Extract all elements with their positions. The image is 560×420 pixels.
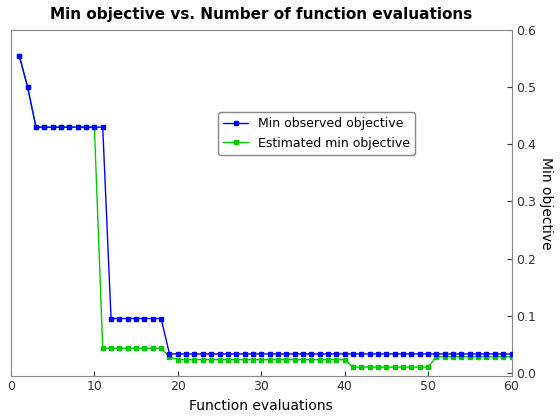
Min observed objective (99, 125, 106, 130)
Estimated min objective (158, 346, 165, 351)
Y-axis label: Min objective: Min objective (539, 157, 553, 249)
Min observed objective (16, 53, 22, 58)
X-axis label: Function evaluations: Function evaluations (189, 399, 333, 413)
Min observed objective (333, 352, 340, 357)
Min observed objective (183, 352, 189, 357)
Min observed objective (158, 316, 165, 321)
Estimated min objective (16, 53, 22, 58)
Min observed objective (141, 316, 148, 321)
Estimated min objective (99, 346, 106, 351)
Estimated min objective (175, 357, 181, 362)
Title: Min objective vs. Number of function evaluations: Min objective vs. Number of function eva… (50, 7, 473, 22)
Legend: Min observed objective, Estimated min objective: Min observed objective, Estimated min ob… (218, 112, 415, 155)
Estimated min objective (183, 357, 189, 362)
Line: Min observed objective: Min observed objective (17, 54, 514, 356)
Min observed objective (508, 352, 515, 357)
Estimated min objective (508, 354, 515, 359)
Line: Estimated min objective: Estimated min objective (17, 54, 514, 369)
Estimated min objective (325, 357, 332, 362)
Estimated min objective (349, 365, 356, 370)
Min observed objective (166, 352, 173, 357)
Min observed objective (191, 352, 198, 357)
Estimated min objective (141, 346, 148, 351)
